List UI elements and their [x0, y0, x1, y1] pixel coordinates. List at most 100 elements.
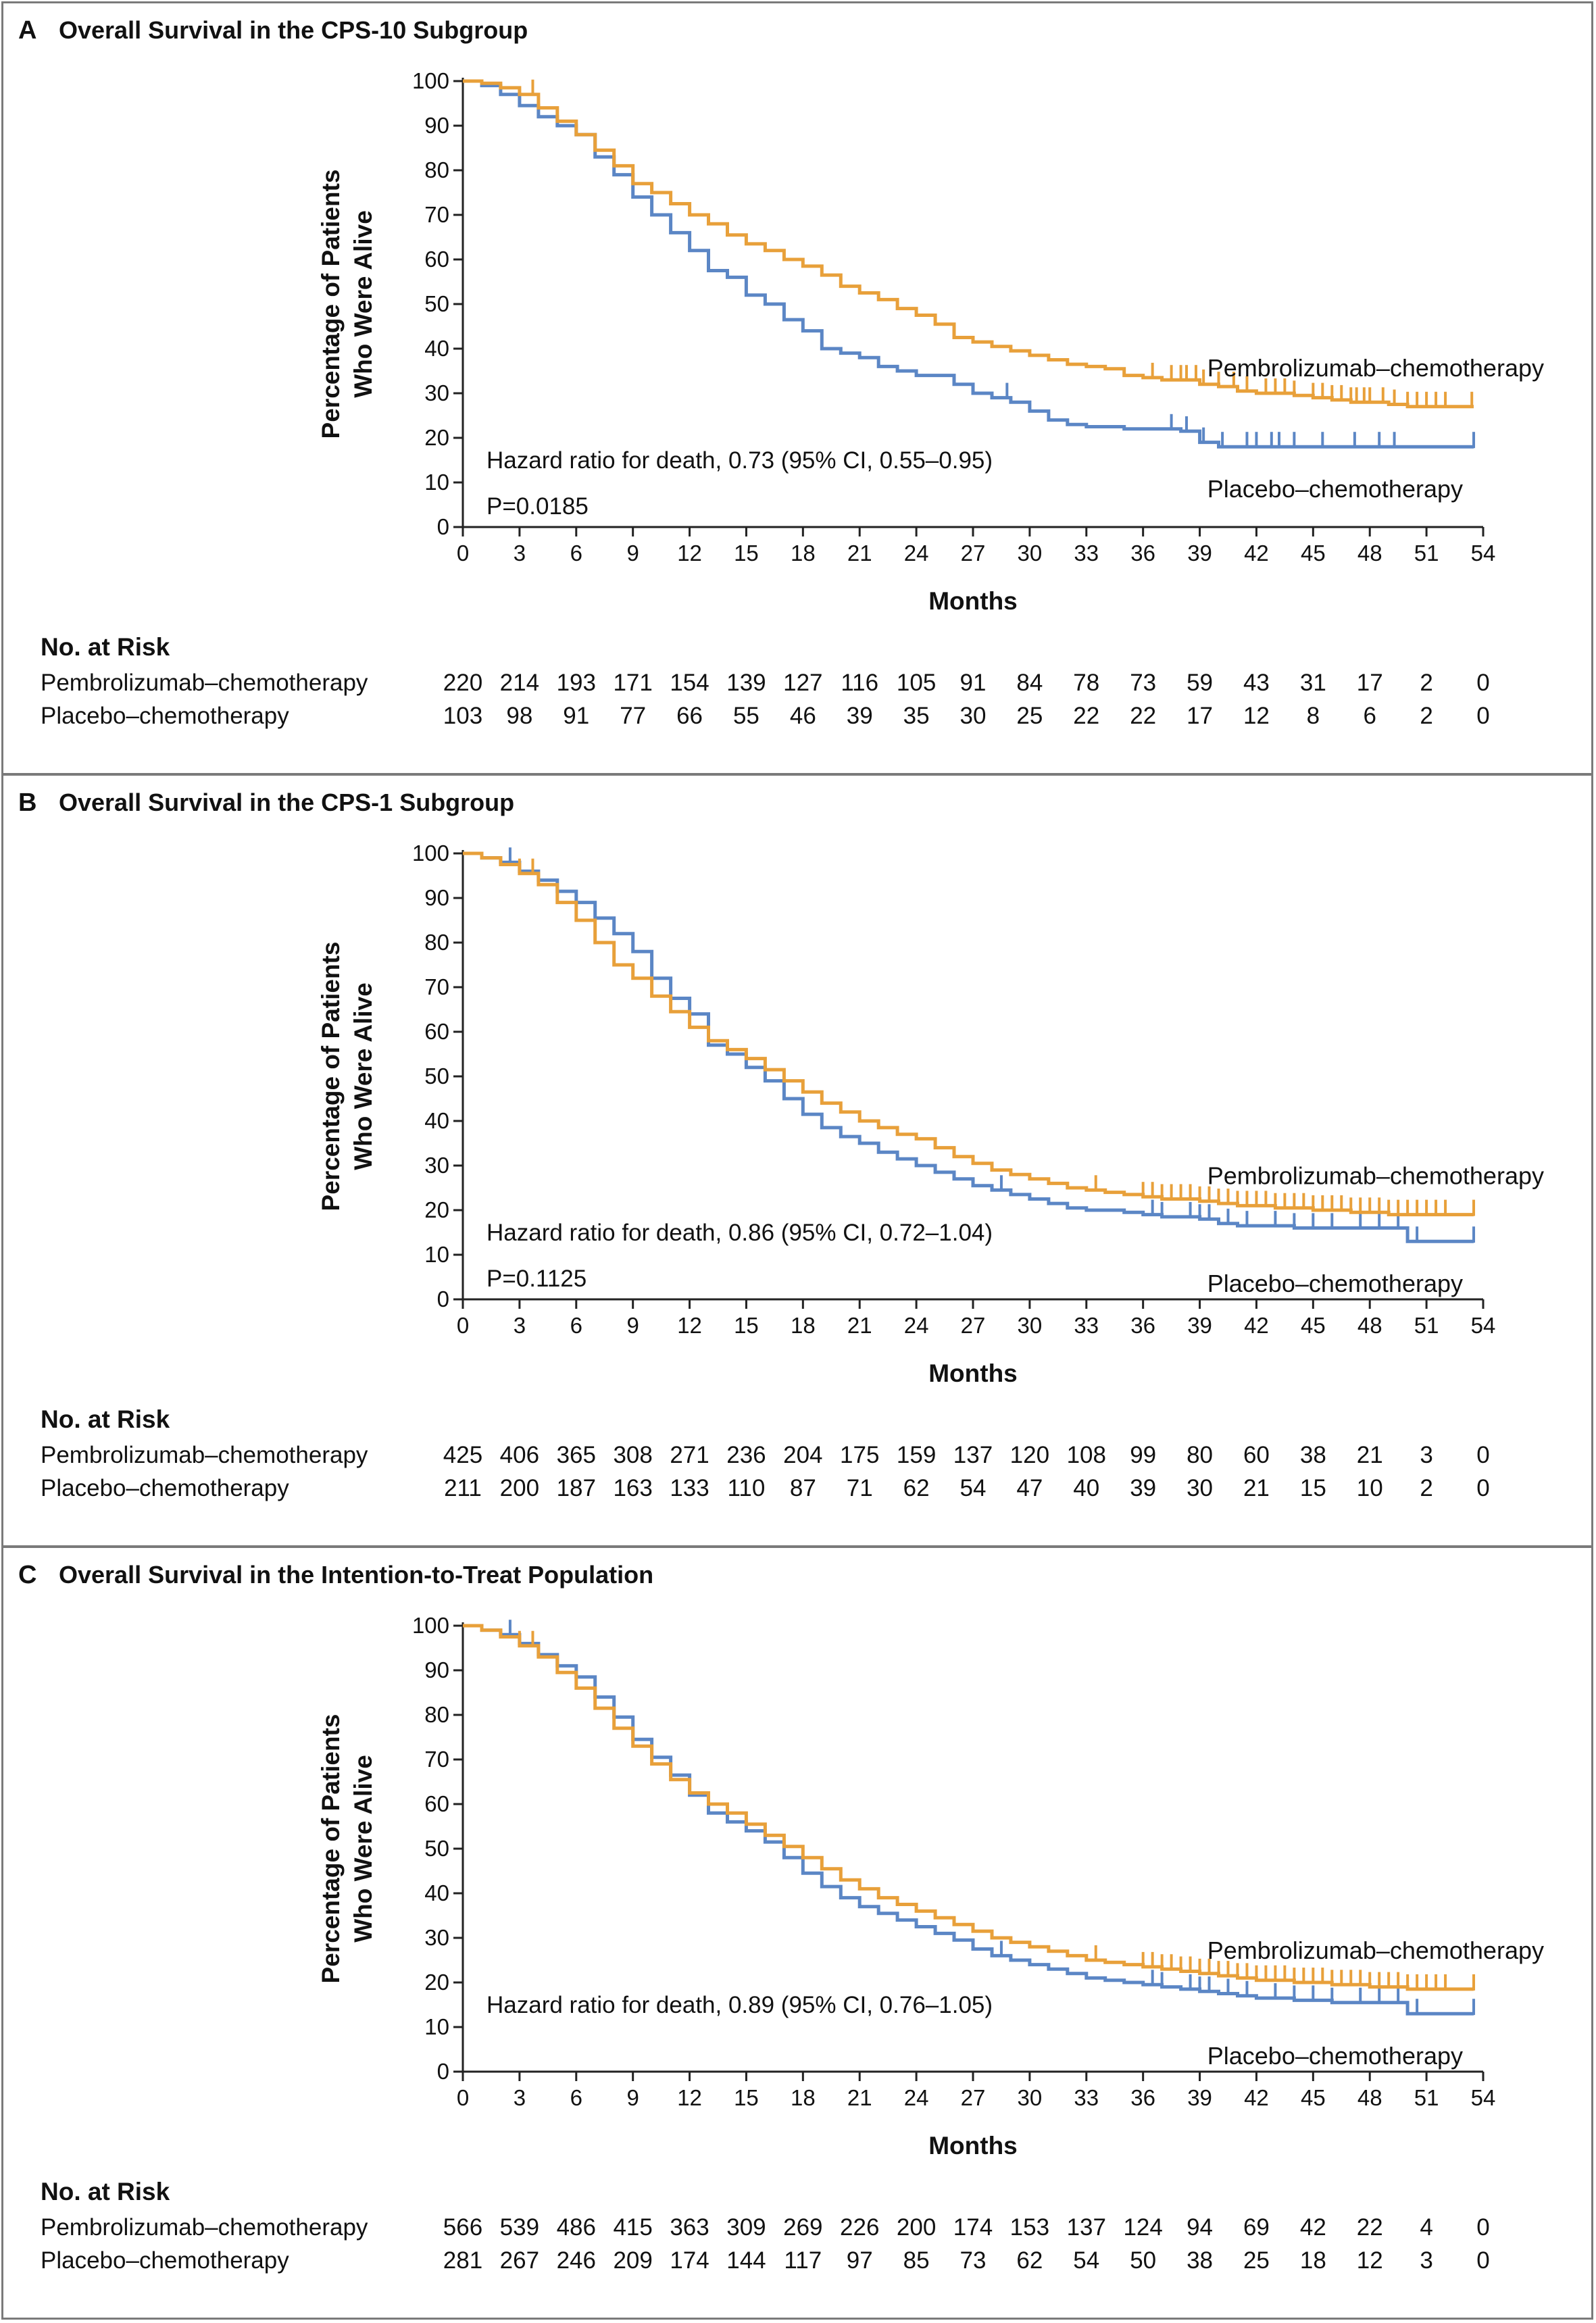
risk-number-pembro: 69	[1243, 2214, 1270, 2241]
x-tick-label: 24	[904, 541, 929, 566]
risk-number-placebo: 97	[847, 2247, 873, 2274]
y-tick-label: 50	[424, 291, 449, 316]
risk-number-pembro: 154	[670, 670, 709, 696]
y-tick-label: 20	[424, 1197, 449, 1222]
x-tick-label: 3	[514, 541, 526, 566]
panel-letter: C	[18, 1561, 36, 1589]
y-tick-label: 70	[424, 974, 449, 999]
y-tick-label: 30	[424, 380, 449, 405]
x-tick-label: 30	[1018, 541, 1043, 566]
x-tick-label: 30	[1018, 1313, 1043, 1338]
risk-number-placebo: 163	[613, 1475, 652, 1501]
risk-number-pembro: 269	[783, 2214, 822, 2241]
survival-curve-placebo	[463, 1624, 1474, 2016]
risk-number-pembro: 174	[953, 2214, 993, 2241]
x-tick-label: 27	[961, 541, 986, 566]
risk-number-placebo: 55	[733, 703, 759, 729]
risk-number-pembro: 226	[840, 2214, 879, 2241]
y-tick-label: 60	[424, 1791, 449, 1816]
risk-row-label-pembro: Pembrolizumab–chemotherapy	[41, 670, 368, 696]
x-tick-label: 27	[961, 1313, 986, 1338]
x-tick-label: 24	[904, 1313, 929, 1338]
risk-number-pembro: 99	[1130, 1442, 1156, 1468]
risk-number-placebo: 62	[1016, 2247, 1043, 2274]
x-tick-label: 51	[1414, 2085, 1439, 2110]
panel-letter: B	[18, 789, 36, 817]
risk-number-pembro: 236	[726, 1442, 766, 1468]
y-tick-label: 100	[412, 841, 449, 866]
x-tick-label: 9	[626, 541, 639, 566]
risk-number-placebo: 200	[500, 1475, 539, 1501]
risk-number-pembro: 566	[443, 2214, 482, 2241]
risk-number-placebo: 73	[960, 2247, 987, 2274]
risk-number-pembro: 214	[500, 670, 539, 696]
risk-number-pembro: 17	[1357, 670, 1383, 696]
x-tick-label: 9	[626, 2085, 639, 2110]
risk-number-pembro: 139	[726, 670, 766, 696]
risk-number-placebo: 246	[557, 2247, 596, 2274]
x-tick-label: 54	[1471, 2085, 1496, 2110]
x-tick-label: 48	[1357, 2085, 1382, 2110]
risk-number-placebo: 15	[1300, 1475, 1326, 1501]
risk-number-pembro: 120	[1010, 1442, 1049, 1468]
risk-number-pembro: 220	[443, 670, 482, 696]
risk-row-label-placebo: Placebo–chemotherapy	[41, 703, 289, 729]
risk-number-placebo: 281	[443, 2247, 482, 2274]
x-tick-label: 18	[791, 1313, 816, 1338]
x-tick-label: 36	[1130, 1313, 1155, 1338]
y-tick-label: 40	[424, 1108, 449, 1133]
risk-number-placebo: 22	[1130, 703, 1156, 729]
x-tick-label: 33	[1074, 1313, 1099, 1338]
risk-number-placebo: 21	[1243, 1475, 1270, 1501]
series-label-placebo: Placebo–chemotherapy	[1207, 1270, 1463, 1297]
y-tick-label: 10	[424, 1242, 449, 1267]
x-tick-label: 45	[1301, 1313, 1326, 1338]
risk-number-pembro: 171	[613, 670, 652, 696]
risk-number-placebo: 25	[1243, 2247, 1270, 2274]
x-tick-label: 51	[1414, 541, 1439, 566]
chart-svg-b: B Overall Survival in the CPS-1 Subgroup P…	[18, 789, 1544, 1501]
x-tick-label: 48	[1357, 1313, 1382, 1338]
risk-number-placebo: 54	[960, 1475, 987, 1501]
risk-number-pembro: 80	[1187, 1442, 1213, 1468]
y-axis-label: Percentage of Patients Who Were Alive	[317, 1714, 377, 1984]
panel-title: Overall Survival in the CPS-10 Subgroup	[59, 16, 528, 44]
series-label-placebo: Placebo–chemotherapy	[1207, 2042, 1463, 2070]
risk-number-pembro: 153	[1010, 2214, 1049, 2241]
risk-number-placebo: 0	[1476, 1475, 1489, 1501]
risk-number-pembro: 0	[1476, 670, 1489, 696]
y-tick-label: 0	[437, 1287, 449, 1312]
risk-row-label-pembro: Pembrolizumab–chemotherapy	[41, 2214, 368, 2241]
survival-curve-pembro	[463, 79, 1474, 409]
y-tick-label: 80	[424, 930, 449, 955]
x-tick-label: 21	[847, 541, 872, 566]
risk-number-pembro: 0	[1476, 1442, 1489, 1468]
risk-number-placebo: 2	[1420, 1475, 1432, 1501]
series-label-pembro: Pembrolizumab–chemotherapy	[1207, 1937, 1544, 1964]
risk-number-pembro: 105	[897, 670, 936, 696]
y-tick-label: 70	[424, 202, 449, 227]
risk-number-pembro: 175	[840, 1442, 879, 1468]
risk-number-pembro: 539	[500, 2214, 539, 2241]
y-tick-label: 100	[412, 68, 449, 93]
risk-number-pembro: 3	[1420, 1442, 1432, 1468]
risk-number-pembro: 0	[1476, 2214, 1489, 2241]
risk-number-placebo: 211	[444, 1475, 482, 1501]
risk-number-placebo: 39	[847, 703, 873, 729]
risk-number-pembro: 78	[1073, 670, 1099, 696]
risk-number-pembro: 91	[960, 670, 987, 696]
y-tick-label: 90	[424, 1657, 449, 1682]
y-tick-label: 60	[424, 247, 449, 272]
risk-number-pembro: 127	[783, 670, 822, 696]
risk-number-placebo: 6	[1363, 703, 1376, 729]
y-tick-label: 50	[424, 1836, 449, 1861]
risk-number-placebo: 174	[670, 2247, 709, 2274]
risk-number-pembro: 73	[1130, 670, 1156, 696]
y-tick-label: 30	[424, 1925, 449, 1950]
risk-row-label-placebo: Placebo–chemotherapy	[41, 2247, 289, 2274]
y-tick-label: 10	[424, 2014, 449, 2039]
risk-number-pembro: 116	[841, 670, 878, 696]
series-label-placebo: Placebo–chemotherapy	[1207, 475, 1463, 503]
risk-number-placebo: 117	[784, 2247, 822, 2274]
